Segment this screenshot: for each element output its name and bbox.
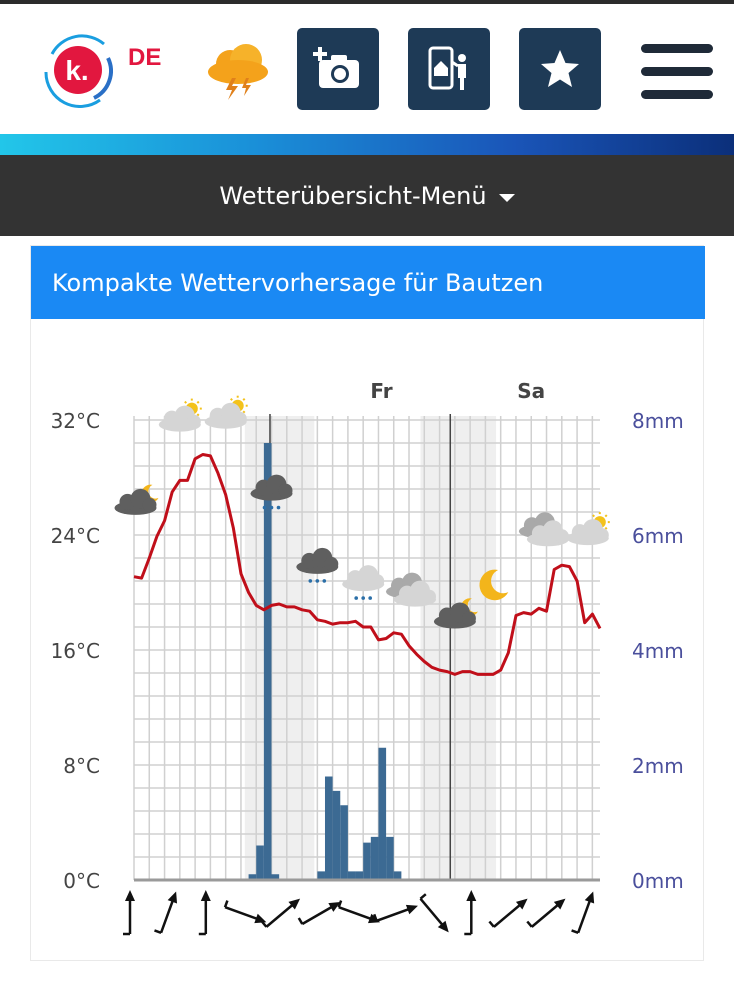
right-axis-tick-label: 6mm [632, 524, 684, 548]
upload-photo-button[interactable] [297, 28, 379, 110]
precipitation-bar-13 [386, 836, 394, 880]
top-status-line [0, 0, 734, 4]
precipitation-bar-4 [317, 871, 325, 880]
favorites-button[interactable] [519, 28, 601, 110]
left-axis-tick-label: 32°C [51, 409, 100, 433]
cloud-rain-icon [250, 474, 293, 510]
left-axis-tick-label: 16°C [51, 639, 100, 663]
wind-arrow [419, 893, 449, 933]
precipitation-bar-11 [370, 836, 379, 880]
header-gradient-stripe [0, 134, 734, 155]
forecast-title: Kompakte Wettervorhersage für Bautzen [31, 246, 705, 319]
precipitation-bar-12 [378, 747, 387, 880]
logo-letter: k. [65, 55, 88, 86]
wind-arrow [198, 890, 211, 936]
country-label: DE [128, 44, 162, 71]
wind-arrow [373, 904, 418, 923]
wind-arrow [571, 891, 595, 934]
precipitation-bar-1 [256, 845, 264, 880]
wind-arrow [337, 900, 381, 924]
temperature-line [133, 453, 602, 676]
wind-arrow [260, 898, 301, 928]
precipitation-bar-0 [248, 874, 257, 880]
wind-arrow [297, 902, 341, 926]
star-icon [541, 50, 579, 87]
phone-photo-icon [428, 46, 466, 90]
cloud-rain-icon [296, 547, 339, 583]
cloud-sun-icon [204, 394, 249, 429]
right-axis-tick-label: 4mm [632, 639, 684, 663]
night-shading-1 [420, 416, 497, 880]
wind-arrow [154, 891, 178, 934]
cloud-sun-icon [566, 511, 611, 546]
precipitation-bar-14 [393, 871, 402, 880]
forecast-title-text: Kompakte Wettervorhersage für Bautzen [52, 268, 544, 297]
left-axis-tick-label: 24°C [51, 524, 100, 548]
precipitation-bar-3 [271, 874, 280, 880]
weather-report-button[interactable] [408, 28, 490, 110]
wind-arrow [464, 890, 477, 936]
menu-bar-middle [641, 67, 713, 76]
day-label: Sa [517, 379, 545, 403]
day-label: Fr [370, 379, 392, 403]
menu-bar-top [641, 44, 713, 53]
caret-down-icon [498, 193, 515, 202]
cloud-drizzle-icon [342, 565, 385, 600]
wind-arrow [488, 898, 528, 928]
wind-arrow [223, 900, 267, 924]
precipitation-bar-10 [363, 842, 371, 880]
menu-bar-bottom [641, 90, 713, 99]
precipitation-bar-5 [324, 776, 333, 880]
precipitation-bar-2 [263, 443, 272, 880]
site-logo[interactable]: k. [38, 28, 118, 108]
precipitation-bar-6 [332, 790, 341, 880]
thunderstorm-icon[interactable] [206, 40, 270, 100]
right-axis-tick-label: 2mm [632, 754, 684, 778]
precipitation-bar-8 [347, 871, 356, 880]
wind-arrow [526, 898, 566, 928]
right-axis-tick-label: 8mm [632, 409, 684, 433]
right-axis-tick-label: 0mm [632, 869, 684, 893]
left-axis-tick-label: 8°C [63, 754, 100, 778]
weather-overview-menu-label: Wetterübersicht-Menü [219, 181, 487, 210]
precipitation-bar-9 [355, 871, 364, 880]
wind-arrow [123, 890, 135, 936]
cloud-sun-icon [158, 397, 203, 432]
weather-overview-menu[interactable]: Wetterübersicht-Menü [0, 155, 734, 236]
site-header: k. DE [0, 4, 734, 134]
menu-icon[interactable] [641, 44, 713, 100]
left-axis-tick-label: 0°C [63, 869, 100, 893]
precipitation-bar-7 [340, 805, 348, 880]
camera-add-icon [313, 47, 359, 88]
